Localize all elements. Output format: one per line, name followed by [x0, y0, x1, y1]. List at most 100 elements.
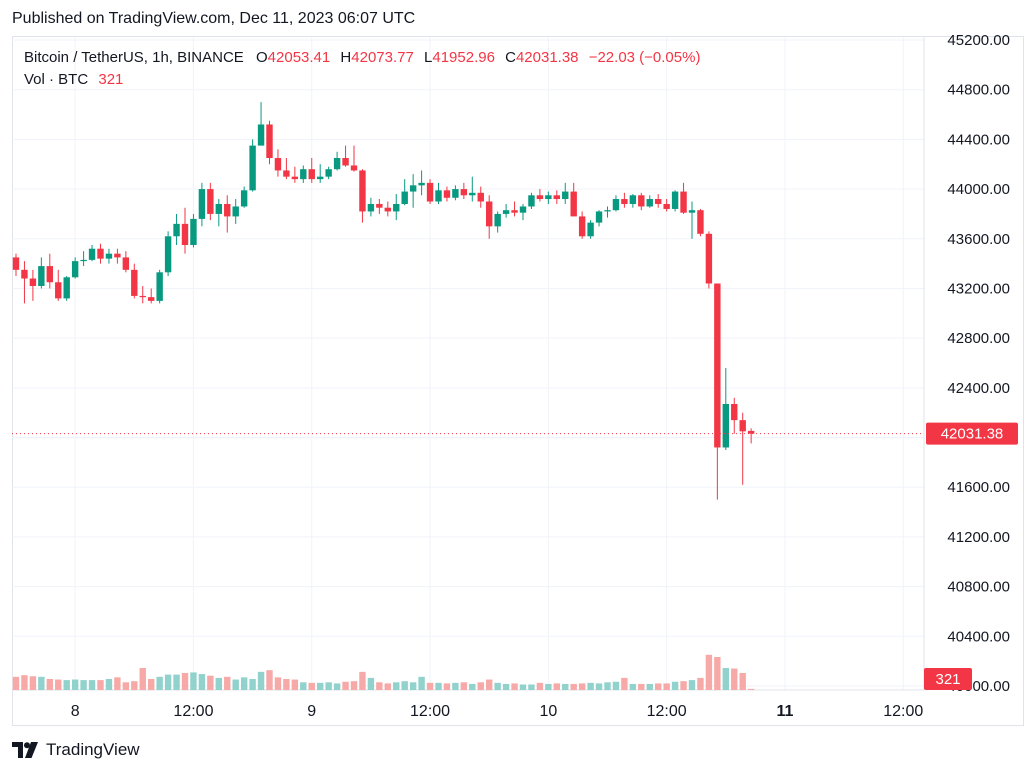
candle-body[interactable]	[29, 278, 37, 286]
candle-body[interactable]	[553, 195, 560, 200]
candle-body[interactable]	[80, 259, 87, 262]
candle-body[interactable]	[164, 236, 172, 273]
candle-body[interactable]	[207, 189, 214, 214]
candle-body[interactable]	[350, 165, 358, 171]
candle-body[interactable]	[688, 210, 696, 213]
candle-body[interactable]	[680, 191, 687, 213]
candle-body[interactable]	[232, 206, 239, 217]
candle-body[interactable]	[71, 261, 79, 278]
candle-body[interactable]	[426, 182, 434, 202]
x-axis-tick-label: 9	[307, 703, 316, 720]
symbol-label[interactable]: Bitcoin / TetherUS, 1h, BINANCE	[24, 49, 244, 66]
candle-body[interactable]	[443, 190, 451, 198]
candle-body[interactable]	[198, 189, 206, 219]
candle-body[interactable]	[511, 210, 518, 213]
tradingview-logo[interactable]: TradingView	[12, 740, 140, 760]
candle-body[interactable]	[55, 282, 62, 299]
candle-body[interactable]	[418, 182, 425, 186]
volume-bar	[173, 674, 180, 690]
candle-body[interactable]	[38, 266, 45, 286]
candle-body[interactable]	[114, 253, 121, 258]
candle-body[interactable]	[257, 124, 265, 146]
candle-body[interactable]	[384, 207, 391, 212]
candle-body[interactable]	[367, 203, 375, 212]
candle-body[interactable]	[604, 210, 611, 212]
candle-body[interactable]	[401, 191, 408, 204]
candle-body[interactable]	[190, 218, 197, 245]
candle-body[interactable]	[528, 195, 535, 207]
candle-body[interactable]	[240, 190, 248, 207]
candle-body[interactable]	[747, 430, 755, 434]
candle-body[interactable]	[342, 158, 349, 166]
candle-body[interactable]	[139, 295, 146, 298]
candle-body[interactable]	[562, 191, 569, 200]
candle-body[interactable]	[731, 403, 738, 421]
candle-body[interactable]	[308, 169, 315, 180]
last-volume-label: 321	[935, 671, 960, 688]
candle-body[interactable]	[181, 223, 189, 245]
candle-body[interactable]	[638, 195, 645, 207]
candle-body[interactable]	[393, 203, 400, 212]
candle-body[interactable]	[249, 145, 256, 191]
candle-body[interactable]	[274, 158, 282, 171]
candle-body[interactable]	[291, 176, 299, 180]
volume-bar	[604, 682, 611, 690]
candle-body[interactable]	[266, 124, 273, 159]
candle-body[interactable]	[333, 158, 341, 170]
candle-body[interactable]	[105, 253, 113, 259]
candle-body[interactable]	[477, 192, 484, 202]
candle-body[interactable]	[12, 257, 20, 270]
candle-body[interactable]	[469, 192, 476, 196]
candle-body[interactable]	[621, 199, 628, 204]
candle-body[interactable]	[739, 420, 746, 432]
candle-body[interactable]	[435, 190, 442, 202]
candle-body[interactable]	[46, 266, 53, 283]
candle-body[interactable]	[646, 199, 653, 207]
candle-body[interactable]	[148, 297, 155, 301]
candle-body[interactable]	[63, 277, 70, 299]
candle-body[interactable]	[714, 283, 721, 448]
candle-body[interactable]	[325, 169, 332, 177]
candle-body[interactable]	[697, 210, 704, 234]
candle-body[interactable]	[21, 269, 28, 279]
candle-body[interactable]	[722, 403, 729, 448]
candle-body[interactable]	[494, 213, 501, 227]
candle-body[interactable]	[519, 206, 527, 213]
candle-body[interactable]	[300, 169, 307, 180]
candle-body[interactable]	[122, 257, 130, 270]
candle-body[interactable]	[536, 195, 544, 200]
candle-body[interactable]	[671, 191, 679, 209]
candle-body[interactable]	[578, 216, 586, 237]
candle-body[interactable]	[452, 189, 459, 198]
volume-label[interactable]: Vol · BTC	[24, 71, 89, 88]
chart-panel[interactable]	[12, 36, 1024, 726]
candle-body[interactable]	[97, 248, 104, 259]
candle-body[interactable]	[317, 176, 324, 180]
volume-bar	[418, 676, 425, 690]
candle-body[interactable]	[663, 203, 670, 209]
candle-body[interactable]	[173, 223, 180, 237]
volume-bar	[317, 682, 324, 690]
candle-body[interactable]	[570, 191, 577, 217]
candle-body[interactable]	[587, 222, 594, 237]
candle-body[interactable]	[409, 185, 417, 192]
candle-body[interactable]	[545, 195, 552, 200]
volume-bar	[486, 679, 493, 690]
candle-body[interactable]	[612, 199, 620, 211]
candle-body[interactable]	[215, 203, 222, 214]
candle-body[interactable]	[595, 211, 603, 223]
candle-body[interactable]	[376, 203, 383, 208]
candle-body[interactable]	[156, 272, 163, 301]
candle-body[interactable]	[359, 170, 366, 212]
candle-body[interactable]	[705, 233, 713, 284]
candle-body[interactable]	[502, 210, 510, 214]
candle-body[interactable]	[224, 203, 231, 217]
candle-body[interactable]	[460, 189, 468, 196]
candle-body[interactable]	[88, 248, 96, 260]
candle-body[interactable]	[655, 199, 662, 204]
candle-body[interactable]	[629, 195, 637, 204]
candle-body[interactable]	[283, 170, 290, 177]
candle-body[interactable]	[486, 201, 493, 227]
candle-body[interactable]	[131, 269, 138, 296]
